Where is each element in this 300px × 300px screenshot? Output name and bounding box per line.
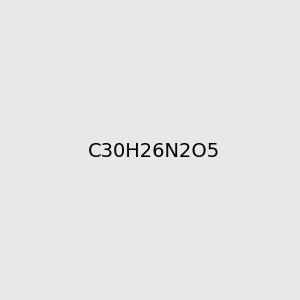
- Text: C30H26N2O5: C30H26N2O5: [88, 142, 220, 161]
